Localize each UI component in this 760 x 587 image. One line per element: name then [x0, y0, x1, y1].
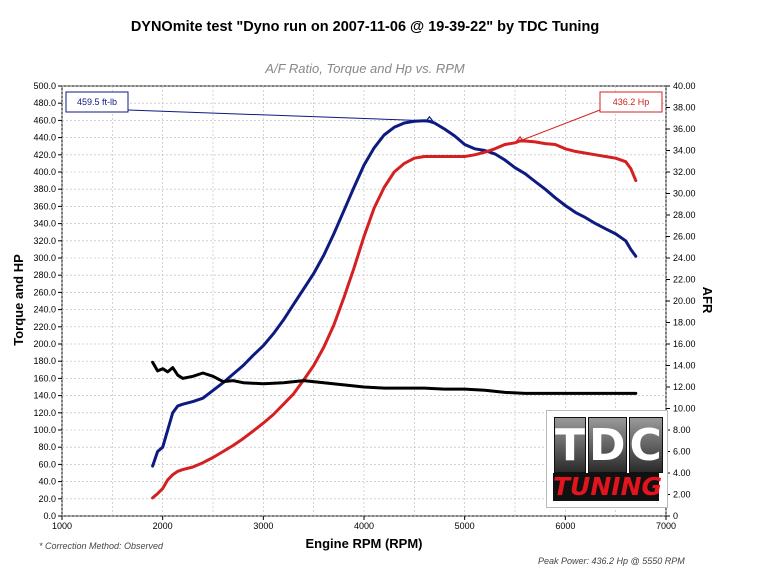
y2-tick-label: 2.00 — [673, 490, 691, 500]
annotation-torque-box — [65, 91, 129, 113]
y-tick-label: 60.0 — [38, 459, 56, 469]
y-tick-label: 380.0 — [33, 184, 56, 194]
x-tick-label: 6000 — [555, 521, 575, 531]
y2-tick-label: 28.00 — [673, 210, 696, 220]
y-tick-label: 400.0 — [33, 167, 56, 177]
y2-tick-label: 34.00 — [673, 146, 696, 156]
y-axis-title: Torque and HP — [11, 254, 26, 346]
tdc-tuning-logo: T D C TUNING — [546, 410, 668, 508]
y2-tick-label: 30.00 — [673, 189, 696, 199]
x-tick-label: 7000 — [656, 521, 676, 531]
y-tick-label: 200.0 — [33, 339, 56, 349]
y-tick-label: 460.0 — [33, 115, 56, 125]
y-tick-label: 300.0 — [33, 253, 56, 263]
y-tick-label: 440.0 — [33, 133, 56, 143]
annotation-hp-label: 436.2 Hp — [613, 97, 650, 107]
x-tick-label: 1000 — [52, 521, 72, 531]
x-tick-label: 2000 — [153, 521, 173, 531]
annotation-hp-marker — [515, 135, 525, 143]
y-tick-label: 120.0 — [33, 408, 56, 418]
y2-tick-label: 4.00 — [673, 468, 691, 478]
y-axis-right: 0 2.00 4.00 6.00 8.00 10.00 12.00 14.00 16.00 18.… — [666, 81, 696, 521]
annotations: 459.5 ft-lb 436.2 Hp — [65, 91, 663, 143]
y-axis-left: 0.0 20.0 40.0 60.0 80.0 100.0 120.0 140.0 160.0 1… — [33, 81, 62, 521]
y2-tick-label: 38.00 — [673, 103, 696, 113]
series-line-torque — [151, 119, 638, 468]
y2-tick-label: 12.00 — [673, 382, 696, 392]
x-tick-label: 5000 — [455, 521, 475, 531]
grid — [61, 85, 667, 517]
x-tick-label: 4000 — [354, 521, 374, 531]
y2-axis-title: AFR — [700, 287, 715, 314]
y-tick-label: 80.0 — [38, 442, 56, 452]
y-tick-label: 320.0 — [33, 236, 56, 246]
y2-tick-label: 20.00 — [673, 296, 696, 306]
y-tick-label: 40.0 — [38, 477, 56, 487]
y2-tick-label: 32.00 — [673, 167, 696, 177]
y-tick-label: 160.0 — [33, 373, 56, 383]
series-lines — [151, 119, 638, 500]
y-tick-label: 20.0 — [38, 494, 56, 504]
y2-tick-label: 6.00 — [673, 447, 691, 457]
x-axis: 1000 2000 3000 4000 5000 6000 7000 — [52, 516, 676, 531]
y-tick-label: 260.0 — [33, 287, 56, 297]
logo-letter-c: C — [628, 417, 663, 473]
y-tick-label: 180.0 — [33, 356, 56, 366]
y2-tick-label: 8.00 — [673, 425, 691, 435]
series-line-hp — [151, 139, 638, 500]
annotation-torque-marker — [424, 115, 434, 123]
y-tick-label: 220.0 — [33, 322, 56, 332]
annotation-torque-leader — [127, 109, 430, 122]
y2-tick-label: 36.00 — [673, 124, 696, 134]
y-tick-label: 360.0 — [33, 201, 56, 211]
y-tick-label: 280.0 — [33, 270, 56, 280]
y2-tick-label: 26.00 — [673, 232, 696, 242]
x-tick-label: 3000 — [253, 521, 273, 531]
y-tick-label: 480.0 — [33, 98, 56, 108]
y-tick-label: 240.0 — [33, 305, 56, 315]
y2-tick-label: 0 — [673, 511, 678, 521]
y2-tick-label: 40.00 — [673, 81, 696, 91]
y2-tick-label: 24.00 — [673, 253, 696, 263]
logo-letter-d: D — [588, 417, 627, 473]
chart-title: DYNOmite test "Dyno run on 2007-11-06 @ … — [130, 19, 600, 35]
peak-power-note: Peak Power: 436.2 Hp @ 5550 RPM — [538, 556, 685, 566]
y2-tick-label: 16.00 — [673, 339, 696, 349]
correction-method-note: * Correction Method: Observed — [39, 541, 164, 551]
annotation-hp-box — [599, 91, 663, 113]
annotation-torque-label: 459.5 ft-lb — [77, 97, 117, 107]
y-tick-label: 100.0 — [33, 425, 56, 435]
y-tick-label: 500.0 — [33, 81, 56, 91]
y2-tick-label: 14.00 — [673, 361, 696, 371]
chart-subtitle: A/F Ratio, Torque and Hp vs. RPM — [265, 61, 465, 76]
y2-tick-label: 18.00 — [673, 318, 696, 328]
y2-tick-label: 10.00 — [673, 404, 696, 414]
series-line-afr — [151, 360, 638, 395]
y-tick-label: 420.0 — [33, 150, 56, 160]
x-axis-title: Engine RPM (RPM) — [306, 536, 423, 551]
y-tick-label: 0.0 — [43, 511, 56, 521]
y-tick-label: 140.0 — [33, 391, 56, 401]
y-tick-label: 340.0 — [33, 219, 56, 229]
logo-word: TUNING — [553, 472, 663, 501]
annotation-hp-leader — [519, 109, 601, 142]
y2-tick-label: 22.00 — [673, 275, 696, 285]
logo-letter-t: T — [554, 417, 587, 473]
